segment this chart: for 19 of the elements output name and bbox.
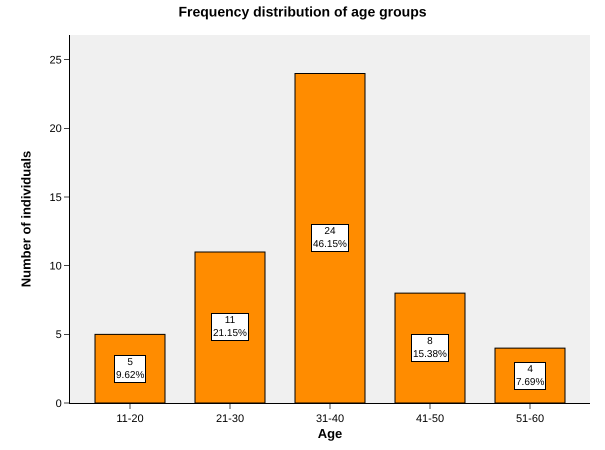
data-label: 11 21.15%: [213, 315, 248, 339]
data-label: 5 9.62%: [116, 357, 144, 381]
chart-title: Frequency distribution of age groups: [178, 4, 427, 20]
y-tick-label: 0: [56, 398, 62, 410]
y-tick-label: 10: [50, 260, 62, 273]
data-label: 4 7.69%: [516, 364, 544, 388]
y-axis-title: Number of individuals: [18, 150, 34, 288]
y-tick-label: 5: [56, 329, 62, 342]
y-tick-label: 25: [50, 54, 62, 67]
x-tick-label: 31-40: [316, 413, 344, 426]
x-tick-label: 21-30: [216, 413, 244, 426]
data-label: 8 15.38%: [413, 336, 448, 360]
x-tick-label: 51-60: [516, 413, 544, 426]
x-tick-label: 41-50: [416, 413, 444, 426]
y-tick-label: 15: [50, 192, 62, 204]
data-label: 24 46.15%: [313, 226, 348, 250]
x-tick-label: 11-20: [116, 413, 144, 426]
x-axis-title: Age: [318, 426, 342, 441]
y-tick-label: 20: [50, 123, 62, 136]
